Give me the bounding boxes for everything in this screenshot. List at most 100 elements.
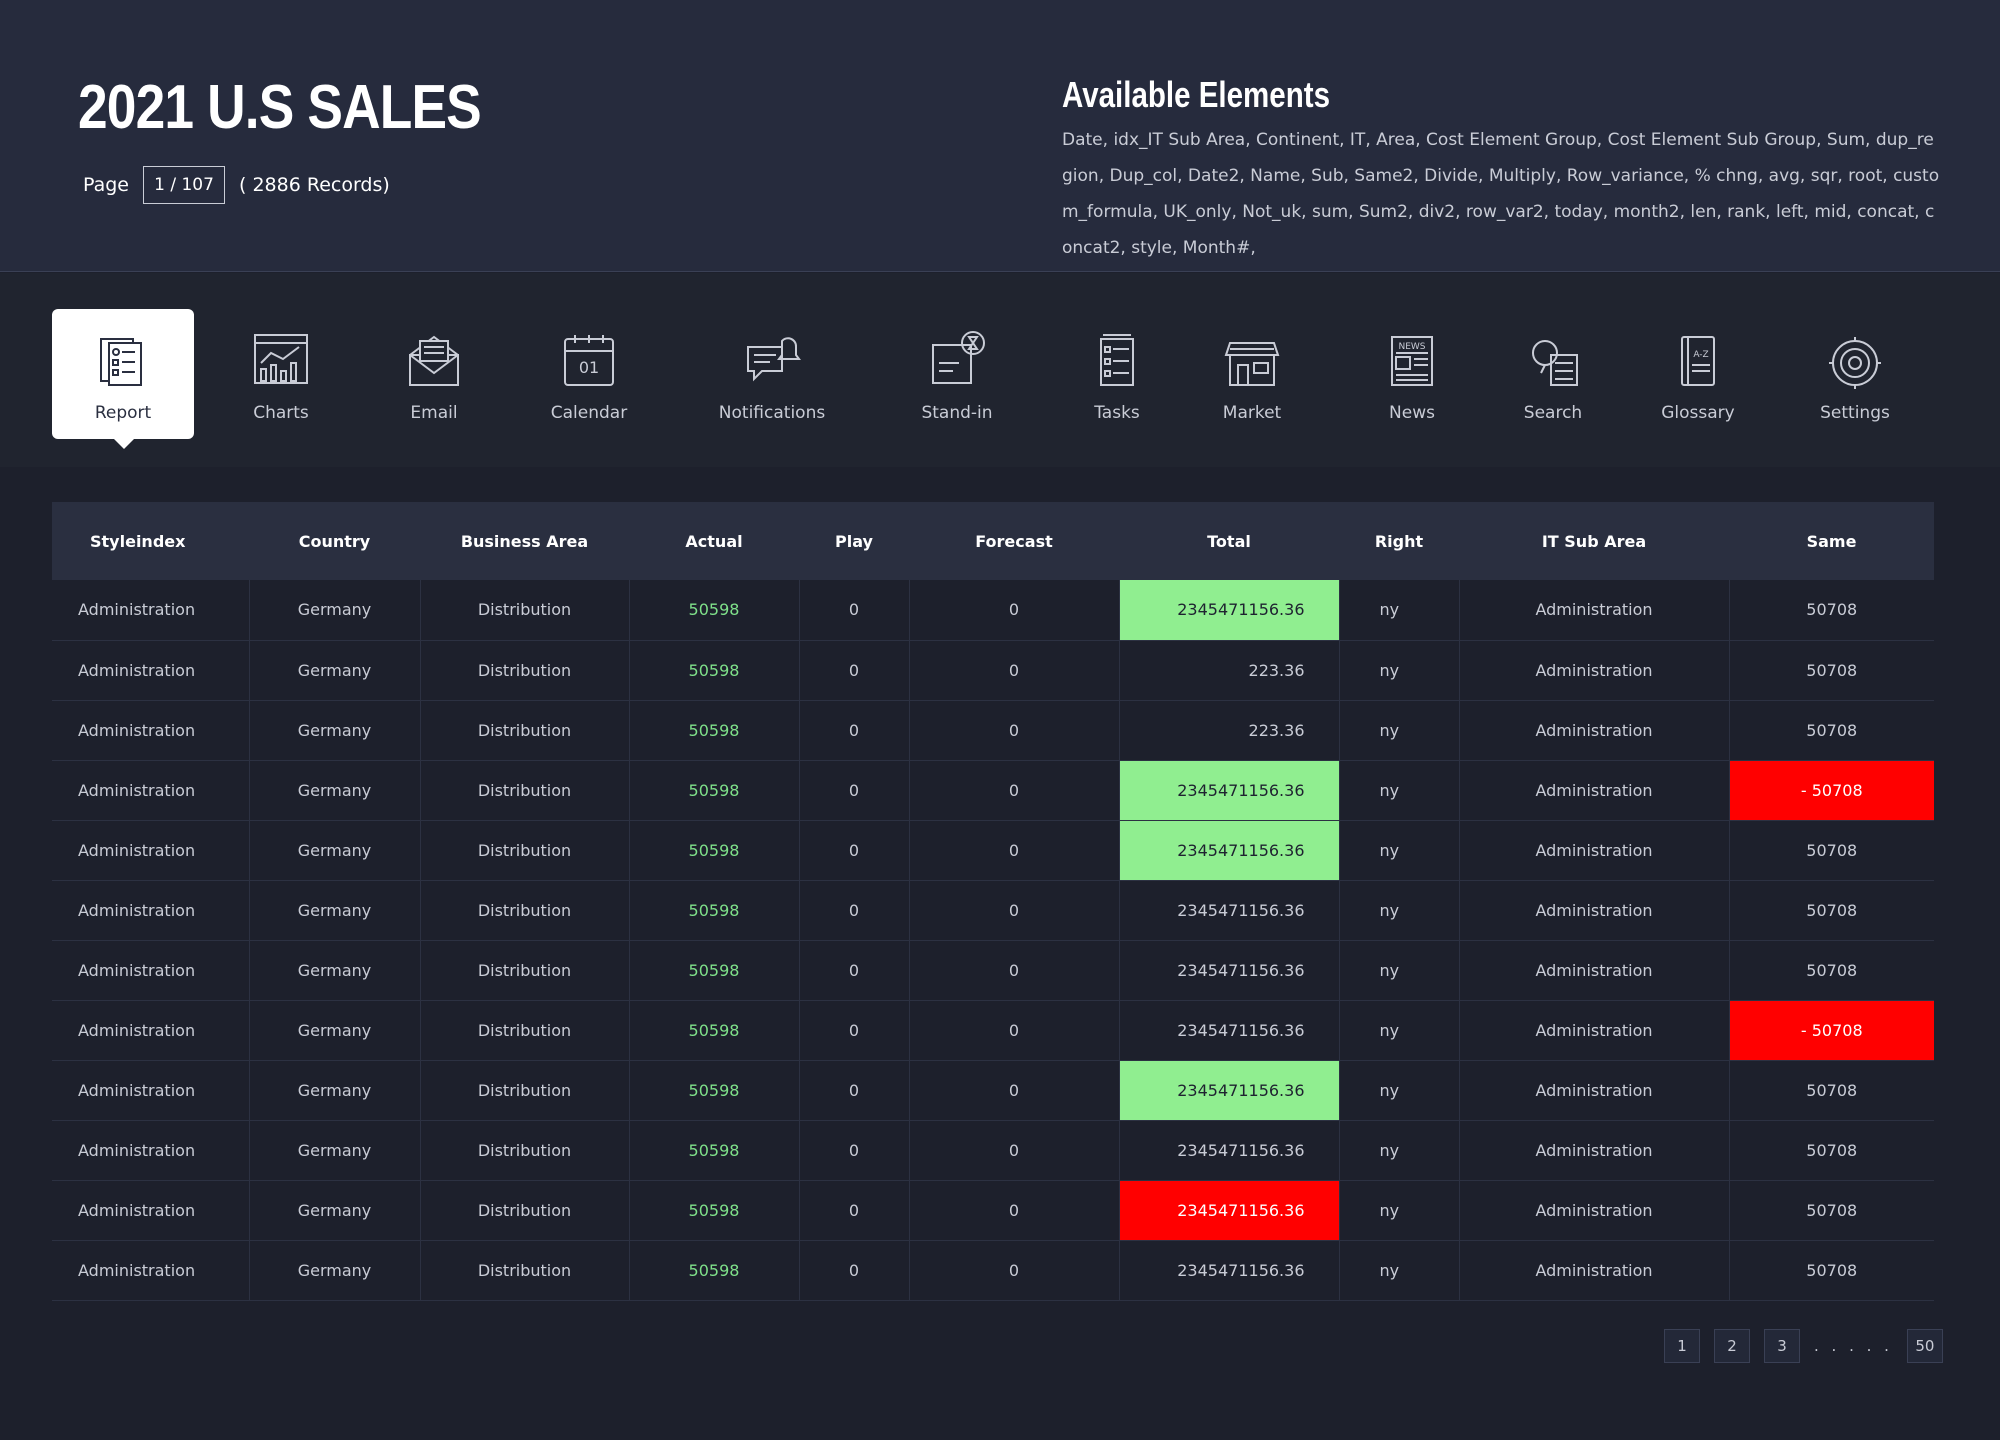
table-row[interactable]: Administration Germany Distribution 50598 0 0…	[52, 580, 1934, 640]
cell-business-area: Distribution	[420, 1000, 630, 1060]
table-row[interactable]: Administration Germany Distribution 50598 0 0…	[52, 940, 1934, 1000]
search-icon	[1521, 329, 1585, 393]
market-icon	[1220, 329, 1284, 393]
cell-right: ny	[1339, 760, 1460, 820]
page-button-2[interactable]: 2	[1714, 1329, 1750, 1363]
pagination: 1 2 3 . . . . . 50	[1664, 1329, 1957, 1363]
table-row[interactable]: Administration Germany Distribution 50598 0 0…	[52, 700, 1934, 760]
toolbar-item-tasks[interactable]: Tasks	[1046, 309, 1188, 439]
toolbar-item-search[interactable]: Search	[1482, 309, 1624, 439]
cell-country: Germany	[249, 580, 421, 640]
cell-it-sub-area: Administration	[1459, 1060, 1730, 1120]
cell-forecast: 0	[909, 700, 1120, 760]
table-row[interactable]: Administration Germany Distribution 50598 0 0…	[52, 880, 1934, 940]
cell-actual: 50598	[629, 940, 800, 1000]
toolbar-item-charts[interactable]: Charts	[210, 309, 352, 439]
calendar-icon: 01	[557, 329, 621, 393]
toolbar-item-news[interactable]: NEWS News	[1341, 309, 1483, 439]
table-row[interactable]: Administration Germany Distribution 50598 0 0…	[52, 1120, 1934, 1180]
cell-right: ny	[1339, 1240, 1460, 1300]
cell-total: 223.36	[1119, 700, 1340, 760]
glossary-icon: A-Z	[1666, 329, 1730, 393]
toolbar-item-market[interactable]: Market	[1181, 309, 1323, 439]
cell-business-area: Distribution	[420, 940, 630, 1000]
column-header-country[interactable]: Country	[298, 531, 371, 551]
page-title: 2021 U.S SALES	[78, 73, 482, 142]
table-row[interactable]: Administration Germany Distribution 50598 0 0…	[52, 1060, 1934, 1120]
cell-total: 2345471156.36	[1119, 1180, 1340, 1240]
toolbar-item-notifications[interactable]: Notifications	[701, 309, 843, 439]
cell-same: 50708	[1806, 600, 1858, 620]
cell-actual: 50598	[629, 580, 800, 640]
cell-forecast: 0	[909, 640, 1120, 700]
page-button-last[interactable]: 50	[1906, 1329, 1943, 1363]
cell-play: 0	[799, 760, 910, 820]
stand-in-icon	[925, 329, 989, 393]
cell-styleindex: Administration	[52, 1060, 250, 1120]
cell-business-area: Distribution	[420, 760, 630, 820]
toolbar-item-label: Stand-in	[921, 403, 993, 423]
cell-same: 50708	[1806, 840, 1858, 860]
cell-same: 50708	[1806, 1200, 1858, 1220]
toolbar-item-stand-in[interactable]: Stand-in	[886, 309, 1028, 439]
table-row[interactable]: Administration Germany Distribution 50598 0 0…	[52, 1000, 1934, 1060]
cell-actual: 50598	[629, 1180, 800, 1240]
toolbar-item-glossary[interactable]: A-Z Glossary	[1627, 309, 1769, 439]
toolbar-item-settings[interactable]: Settings	[1784, 309, 1926, 439]
cell-business-area: Distribution	[420, 820, 630, 880]
cell-right: ny	[1339, 580, 1460, 640]
page-button-1[interactable]: 1	[1664, 1329, 1700, 1363]
toolbar-item-report[interactable]: Report	[52, 309, 194, 449]
table-row[interactable]: Administration Germany Distribution 50598 0 0…	[52, 760, 1934, 820]
page-number-input[interactable]: 1 / 107	[143, 166, 225, 204]
column-header-same[interactable]: Same	[1806, 531, 1857, 551]
cell-forecast: 0	[909, 880, 1120, 940]
cell-country: Germany	[249, 1000, 421, 1060]
cell-country: Germany	[249, 820, 421, 880]
cell-total: 2345471156.36	[1119, 820, 1340, 880]
cell-forecast: 0	[909, 1180, 1120, 1240]
column-header-it-sub-area[interactable]: IT Sub Area	[1541, 531, 1647, 551]
svg-text:A-Z: A-Z	[1693, 350, 1708, 360]
cell-it-sub-area: Administration	[1459, 940, 1730, 1000]
toolbar-item-label: Market	[1222, 403, 1282, 423]
cell-styleindex: Administration	[52, 760, 250, 820]
column-header-forecast[interactable]: Forecast	[975, 531, 1053, 551]
toolbar-item-label: Notifications	[718, 403, 826, 423]
cell-actual: 50598	[629, 820, 800, 880]
cell-it-sub-area: Administration	[1459, 760, 1730, 820]
page-button-3[interactable]: 3	[1764, 1329, 1800, 1363]
email-icon	[402, 329, 466, 393]
table-row[interactable]: Administration Germany Distribution 50598 0 0…	[52, 1240, 1934, 1300]
notifications-icon	[740, 329, 804, 393]
cell-total: 2345471156.36	[1119, 940, 1340, 1000]
table-header-row: Styleindex Country Business Area Actual …	[52, 502, 1934, 580]
cell-it-sub-area: Administration	[1459, 1000, 1730, 1060]
toolbar-item-email[interactable]: Email	[363, 309, 505, 439]
column-header-play[interactable]: Play	[835, 531, 873, 551]
cell-country: Germany	[249, 1240, 421, 1300]
cell-forecast: 0	[909, 1120, 1120, 1180]
svg-text:01: 01	[579, 358, 599, 377]
toolbar-item-calendar[interactable]: 01 Calendar	[518, 309, 660, 439]
cell-styleindex: Administration	[52, 1240, 250, 1300]
column-header-styleindex[interactable]: Styleindex	[90, 531, 186, 551]
cell-right: ny	[1339, 1060, 1460, 1120]
cell-styleindex: Administration	[52, 1000, 250, 1060]
column-header-business-area[interactable]: Business Area	[460, 531, 589, 551]
cell-actual: 50598	[629, 700, 800, 760]
column-header-total[interactable]: Total	[1207, 531, 1251, 551]
cell-same: - 50708	[1729, 1000, 1934, 1060]
cell-forecast: 0	[909, 1240, 1120, 1300]
table-row[interactable]: Administration Germany Distribution 50598 0 0…	[52, 1180, 1934, 1240]
settings-icon	[1823, 329, 1887, 393]
column-header-right[interactable]: Right	[1374, 531, 1424, 551]
cell-forecast: 0	[909, 820, 1120, 880]
table-row[interactable]: Administration Germany Distribution 50598 0 0…	[52, 640, 1934, 700]
column-header-actual[interactable]: Actual	[685, 531, 743, 551]
cell-business-area: Distribution	[420, 640, 630, 700]
cell-actual: 50598	[629, 880, 800, 940]
cell-forecast: 0	[909, 940, 1120, 1000]
cell-country: Germany	[249, 1180, 421, 1240]
table-row[interactable]: Administration Germany Distribution 50598 0 0…	[52, 820, 1934, 880]
